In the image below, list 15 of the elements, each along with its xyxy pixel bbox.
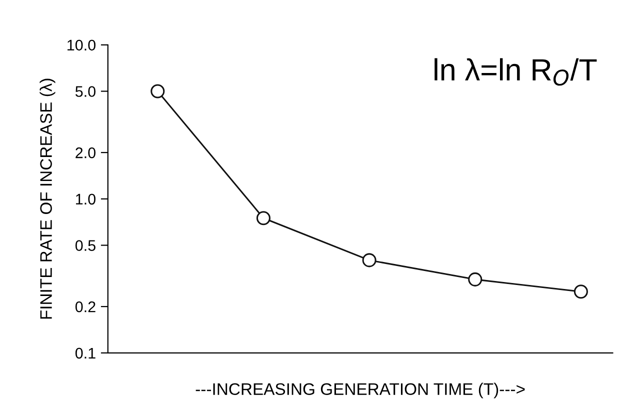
y-tick-label: 5.0 [75, 86, 96, 97]
point [468, 272, 482, 286]
point [574, 284, 588, 299]
y-tick-label: 1.0 [76, 194, 96, 205]
point [256, 211, 270, 226]
y-tick-label: 2.0 [76, 147, 96, 158]
point [150, 84, 165, 98]
y-tick-label: 0.2 [75, 301, 96, 312]
y-tick-label: 0.1 [75, 348, 96, 359]
y-tick-label: 0.5 [75, 240, 96, 251]
annotation: ln λ=ln R$_{O}$/T [434, 58, 597, 86]
x-axis-title: ---INCREASING GENERATION TIME (T)---> [196, 382, 525, 398]
y-axis-title: FINITE RATE OF INCREASE (λ) [40, 78, 56, 319]
y-tick-label: 10.0 [68, 40, 96, 51]
point [362, 253, 376, 268]
